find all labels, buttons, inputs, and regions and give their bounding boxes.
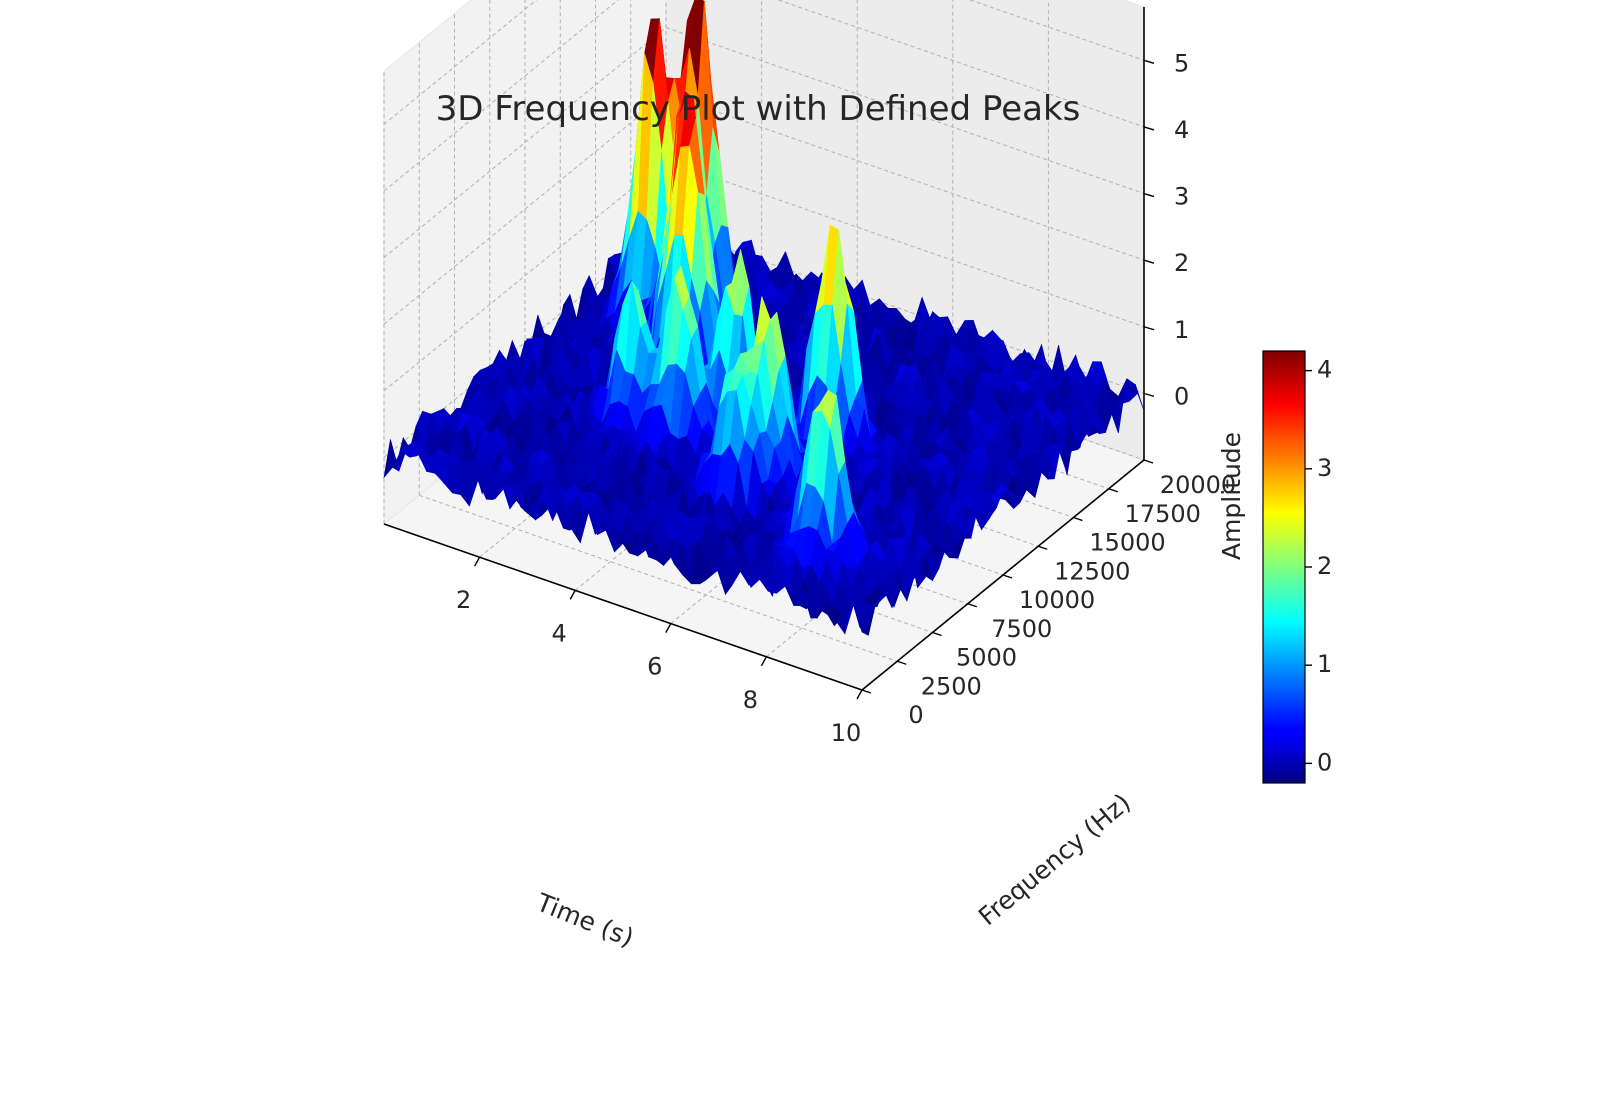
x-tick-label: 4: [552, 619, 567, 647]
grid-back-z: [665, 93, 1145, 261]
y-tick: [967, 603, 977, 608]
y-tick-label: 20000: [1160, 471, 1236, 499]
y-tick-label: 17500: [1125, 500, 1201, 528]
x-tick-label: 6: [647, 653, 662, 681]
colorbar: 0 1 2 3 4: [1262, 350, 1332, 784]
x-tick-label: 8: [743, 686, 758, 714]
x-tick: [569, 590, 576, 600]
tick-marks: [473, 59, 1155, 700]
y-tick: [932, 631, 942, 637]
z-tick-label: 3: [1174, 183, 1189, 211]
surface-mesh: [383, 0, 1145, 636]
y-tick: [1108, 488, 1118, 493]
z-tick-label: 2: [1174, 249, 1189, 277]
grid-left-z: [383, 93, 667, 325]
x-tick: [856, 689, 863, 700]
x-axis-line: [383, 523, 863, 691]
y-tick-label: 15000: [1089, 529, 1165, 557]
x-tick: [760, 656, 768, 667]
colorbar-tick-label: 2: [1317, 552, 1332, 580]
y-tick: [1002, 574, 1013, 579]
grid-back-z: [665, 160, 1145, 328]
y-tick-label: 12500: [1054, 557, 1130, 585]
y-tick-label: 5000: [956, 644, 1017, 672]
y-tick: [861, 689, 872, 694]
y-tick-label: 0: [908, 701, 923, 729]
z-tick: [1143, 192, 1155, 198]
y-tick-label: 2500: [921, 672, 982, 700]
colorbar-tick-label: 0: [1317, 748, 1332, 776]
grid-back-z: [665, 27, 1145, 195]
z-tick: [1143, 392, 1155, 398]
surface-cell: [853, 604, 869, 636]
x-tick-label: 10: [831, 719, 862, 747]
z-axis-label: Amplitude: [1217, 432, 1246, 560]
y-tick: [1038, 545, 1048, 550]
chart-title: 3D Frequency Plot with Defined Peaks: [436, 89, 1081, 129]
colorbar-tick-label: 4: [1317, 356, 1332, 384]
y-axis-label: Frequency (Hz): [973, 788, 1136, 931]
grid-floor-y: [419, 494, 898, 662]
z-tick: [1143, 126, 1155, 131]
x-axis-label: Time (s): [532, 887, 638, 952]
colorbar-gradient: [1262, 350, 1306, 784]
colorbar-tick-label: 3: [1317, 454, 1332, 482]
z-tick: [1143, 59, 1155, 64]
tick-labels: 2468100250050007500100001250015000175002…: [456, 49, 1236, 747]
z-tick-label: 5: [1174, 49, 1189, 77]
y-tick-label: 10000: [1019, 586, 1095, 614]
x-tick: [665, 623, 672, 633]
z-tick-label: 4: [1174, 116, 1189, 144]
z-tick: [1143, 259, 1155, 264]
colorbar-ticks: 0 1 2 3 4: [1305, 356, 1332, 776]
y-tick-label: 7500: [991, 615, 1052, 643]
grid-back-z: [777, 0, 1145, 128]
y-tick: [1073, 516, 1083, 522]
z-tick-label: 0: [1174, 382, 1189, 410]
x-tick-label: 2: [456, 586, 471, 614]
colorbar-tick-label: 1: [1317, 650, 1332, 678]
y-tick: [1143, 459, 1154, 464]
grid-left-z: [383, 27, 667, 258]
y-tick: [897, 660, 907, 665]
x-tick: [473, 556, 481, 567]
z-tick: [1143, 326, 1155, 331]
z-tick-label: 1: [1174, 316, 1189, 344]
grid-left-z: [383, 160, 667, 392]
grid-back-z: [968, 0, 1145, 61]
